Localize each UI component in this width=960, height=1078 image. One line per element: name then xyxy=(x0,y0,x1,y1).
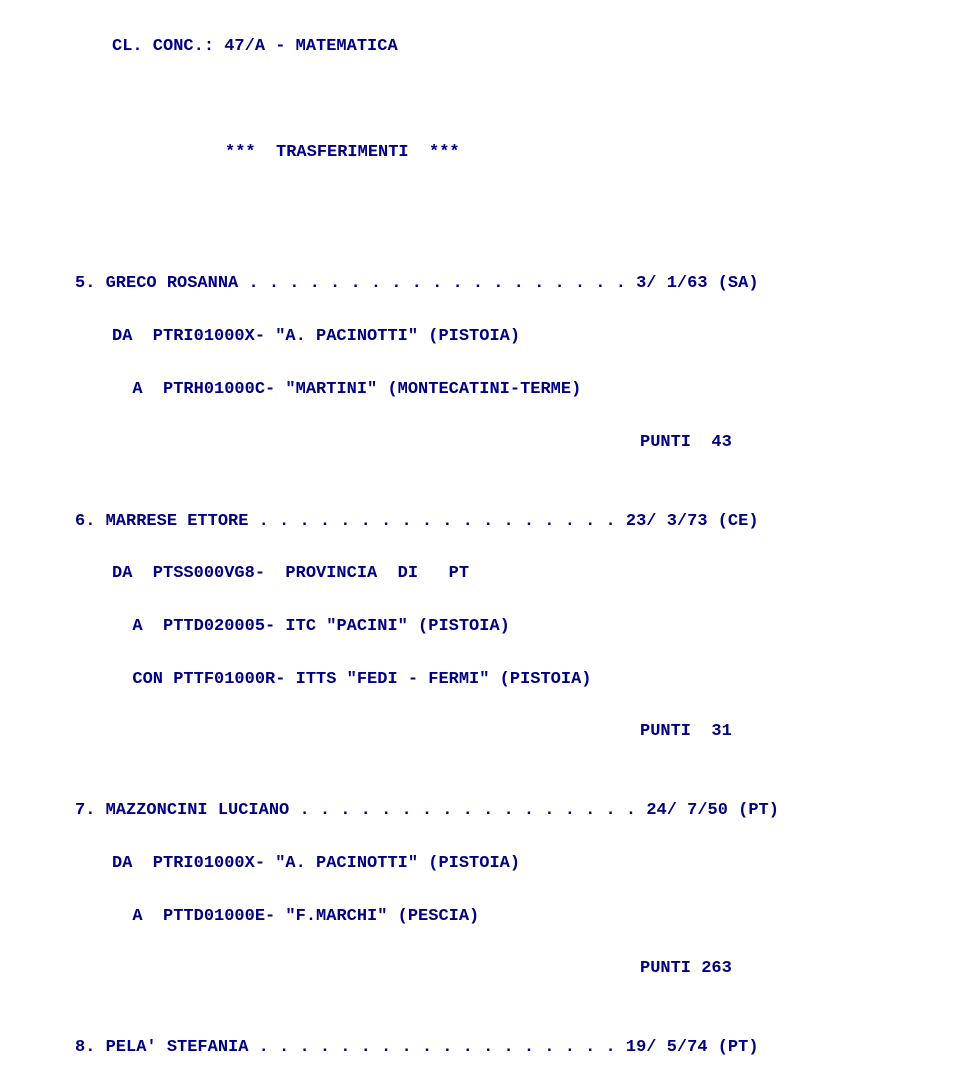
entry-code: 19/ 5/74 (PT) xyxy=(626,1038,759,1057)
entry-name: GRECO ROSANNA xyxy=(106,274,239,293)
entry-dots: . . . . . . . . . . . . . . . . . . . xyxy=(248,274,625,293)
entry-punti: PUNTI 31 xyxy=(0,719,960,745)
blank-line xyxy=(0,87,960,113)
entry-code: 3/ 1/63 (SA) xyxy=(636,274,758,293)
entry-dots: . . . . . . . . . . . . . . . . . . xyxy=(248,512,625,531)
entry-da: DA PTSS000VG8- PROVINCIA DI PT xyxy=(0,561,960,587)
class-header: CL. CONC.: 47/A - MATEMATICA xyxy=(0,34,960,60)
entry-line: 6. MARRESE ETTORE . . . . . . . . . . . … xyxy=(0,509,960,535)
document-page: CL. CONC.: 47/A - MATEMATICA *** TRASFER… xyxy=(0,0,960,1078)
entry-line: 5. GRECO ROSANNA . . . . . . . . . . . .… xyxy=(0,271,960,297)
entry-a: A PTRH01000C- "MARTINI" (MONTECATINI-TER… xyxy=(0,377,960,403)
entry-line: 7. MAZZONCINI LUCIANO . . . . . . . . . … xyxy=(0,798,960,824)
blank-line xyxy=(0,192,960,218)
entry-code: 24/ 7/50 (PT) xyxy=(646,801,779,820)
entry-a-text: A PTRH01000C- "MARTINI" (MONTECATINI-TER… xyxy=(132,380,581,399)
entry-dots: . . . . . . . . . . . . . . . . . xyxy=(289,801,646,820)
entry-a-text: A PTTD020005- ITC "PACINI" (PISTOIA) xyxy=(132,617,509,636)
entry-num: 8. xyxy=(75,1038,95,1057)
section-subheader: *** TRASFERIMENTI *** xyxy=(0,140,960,166)
entry-name: MARRESE ETTORE xyxy=(106,512,249,531)
entry-num: 7. xyxy=(75,801,95,820)
entry-da: DA PTRI01000X- "A. PACINOTTI" (PISTOIA) xyxy=(0,851,960,877)
entry-name: PELA' STEFANIA xyxy=(106,1038,249,1057)
entry-name: MAZZONCINI LUCIANO xyxy=(106,801,290,820)
entry-num: 5. xyxy=(75,274,95,293)
entry-a-text: A PTTD01000E- "F.MARCHI" (PESCIA) xyxy=(132,907,479,926)
entry-da: DA PTRI01000X- "A. PACINOTTI" (PISTOIA) xyxy=(0,324,960,350)
entry-a: A PTTD01000E- "F.MARCHI" (PESCIA) xyxy=(0,904,960,930)
entry-punti: PUNTI 263 xyxy=(0,956,960,982)
entry-code: 23/ 3/73 (CE) xyxy=(626,512,759,531)
entry-num: 6. xyxy=(75,512,95,531)
entry-line: 8. PELA' STEFANIA . . . . . . . . . . . … xyxy=(0,1035,960,1061)
entry-a: A PTTD020005- ITC "PACINI" (PISTOIA) xyxy=(0,614,960,640)
entry-con-text: CON PTTF01000R- ITTS "FEDI - FERMI" (PIS… xyxy=(132,670,591,689)
entry-con: CON PTTF01000R- ITTS "FEDI - FERMI" (PIS… xyxy=(0,667,960,693)
entry-dots: . . . . . . . . . . . . . . . . . . xyxy=(248,1038,625,1057)
entry-punti: PUNTI 43 xyxy=(0,430,960,456)
